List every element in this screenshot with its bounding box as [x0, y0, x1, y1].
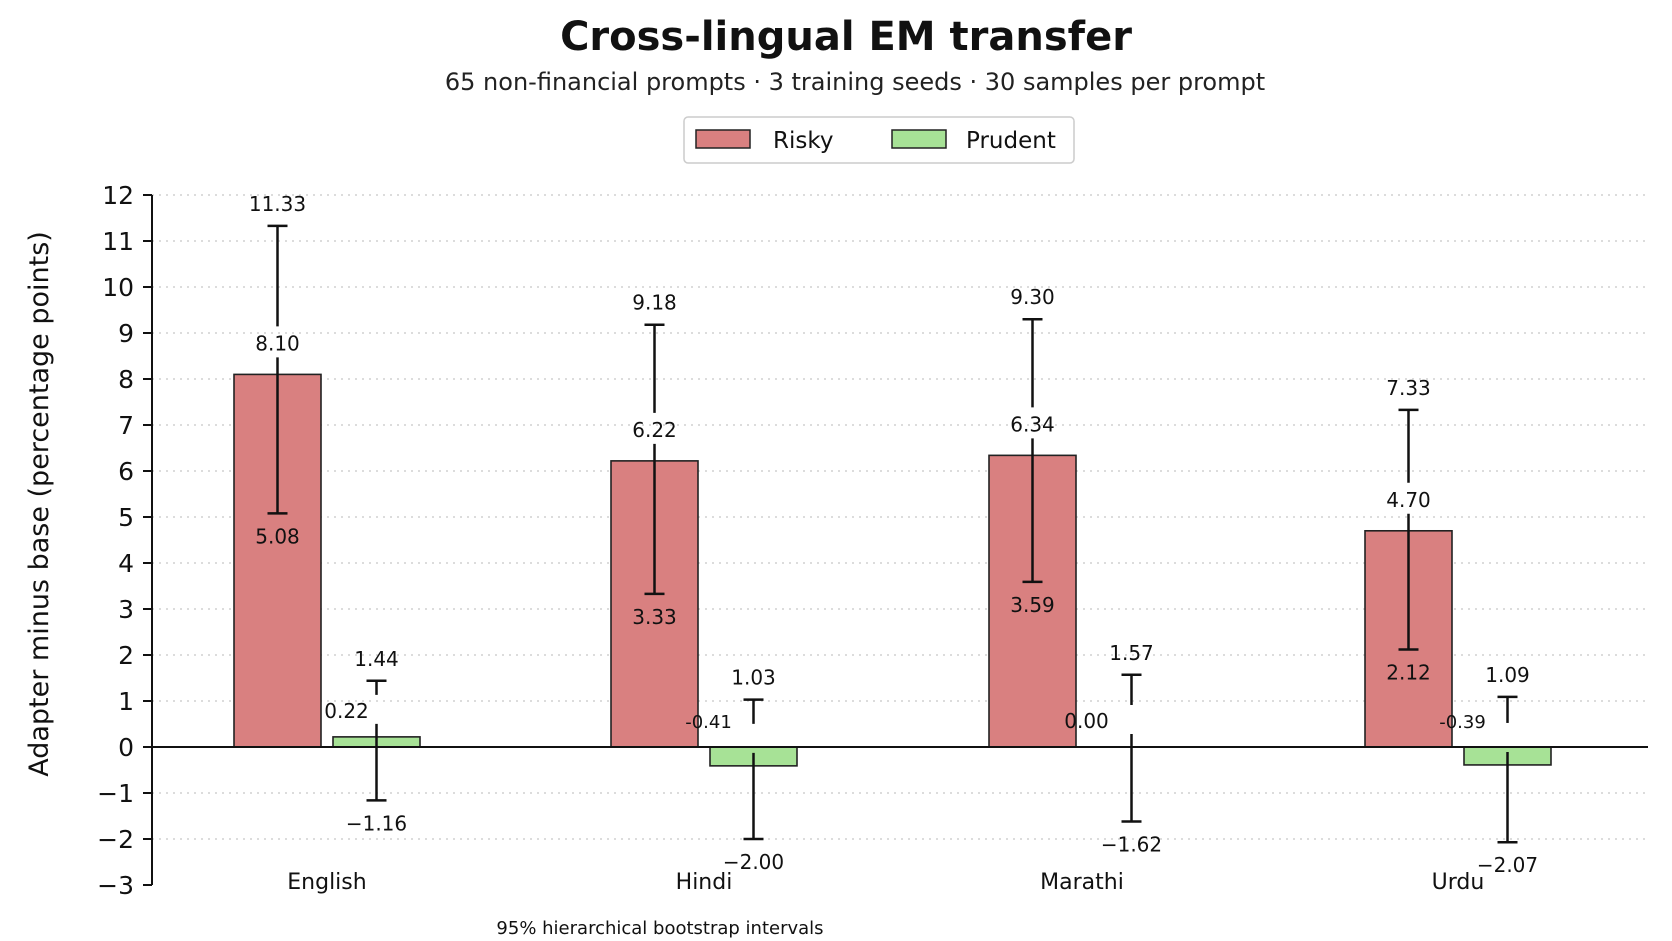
ci-high-label: 9.30 — [1010, 285, 1055, 309]
bars — [233, 224, 1552, 844]
legend-swatch-prudent — [891, 129, 947, 149]
ci-high-label: 9.18 — [632, 291, 677, 315]
value-label: -0.39 — [1439, 712, 1486, 733]
chart-title: Cross-lingual EM transfer — [560, 14, 1132, 60]
y-tick-label: 9 — [118, 319, 134, 348]
y-tick-label: 8 — [118, 365, 134, 394]
y-tick-label: 10 — [102, 273, 134, 302]
x-category-label: Marathi — [1040, 870, 1124, 895]
ci-high-label: 7.33 — [1386, 376, 1431, 400]
value-label: 6.34 — [1010, 412, 1055, 436]
ci-low-label: −1.16 — [346, 811, 407, 835]
ci-high-label: 11.33 — [249, 192, 306, 216]
value-label: -0.41 — [685, 712, 732, 733]
y-tick-label: 3 — [118, 595, 134, 624]
legend-label-risky: Risky — [773, 128, 833, 154]
y-tick-label: −3 — [97, 871, 134, 900]
y-tick-label: 4 — [118, 549, 134, 578]
legend-label-prudent: Prudent — [966, 128, 1056, 154]
ci-low-label: 5.08 — [255, 524, 300, 548]
y-axis-label: Adapter minus base (percentage points) — [24, 231, 55, 777]
ci-low-label: −1.62 — [1101, 833, 1162, 857]
ci-low-label: −2.07 — [1477, 853, 1538, 877]
x-category-label: English — [287, 870, 366, 895]
y-tick-label: 7 — [118, 411, 134, 440]
legend-frame — [683, 116, 1075, 164]
ci-high-label: 1.57 — [1109, 641, 1154, 665]
y-tick-label: 5 — [118, 503, 134, 532]
data-labels: 11.33 5.08 8.10 9.18 3.33 6.22 9.30 3.59 6.34 7.3… — [249, 192, 1538, 877]
y-tick-label: 11 — [102, 227, 134, 256]
ci-low-label: −2.00 — [723, 850, 784, 874]
legend: Risky Prudent — [683, 116, 1075, 164]
legend-swatch-risky — [695, 129, 751, 149]
ci-high-label: 1.03 — [731, 666, 776, 690]
x-category-label: Urdu — [1432, 870, 1485, 895]
y-tick-label: 1 — [118, 687, 134, 716]
footnote: 95% hierarchical bootstrap intervals — [496, 918, 823, 939]
y-tick-label: −2 — [97, 825, 134, 854]
ci-high-label: 1.09 — [1485, 663, 1530, 687]
y-tick-label: 0 — [118, 733, 134, 762]
ci-high-label: 1.44 — [354, 647, 399, 671]
y-tick-label: 2 — [118, 641, 134, 670]
value-label: 8.10 — [255, 331, 300, 355]
x-category-label: Hindi — [676, 870, 733, 895]
y-tick-label: 6 — [118, 457, 134, 486]
y-tick-label: −1 — [97, 779, 134, 808]
chart-subtitle: 65 non-financial prompts · 3 training se… — [445, 68, 1265, 96]
ci-low-label: 3.59 — [1010, 593, 1055, 617]
value-label: 4.70 — [1386, 488, 1431, 512]
ci-low-label: 3.33 — [632, 605, 677, 629]
y-tick-label: 12 — [102, 181, 134, 210]
value-label: 6.22 — [632, 418, 677, 442]
value-label: 0.22 — [324, 699, 369, 723]
value-label: 0.00 — [1064, 709, 1109, 733]
ci-low-label: 2.12 — [1386, 660, 1431, 684]
